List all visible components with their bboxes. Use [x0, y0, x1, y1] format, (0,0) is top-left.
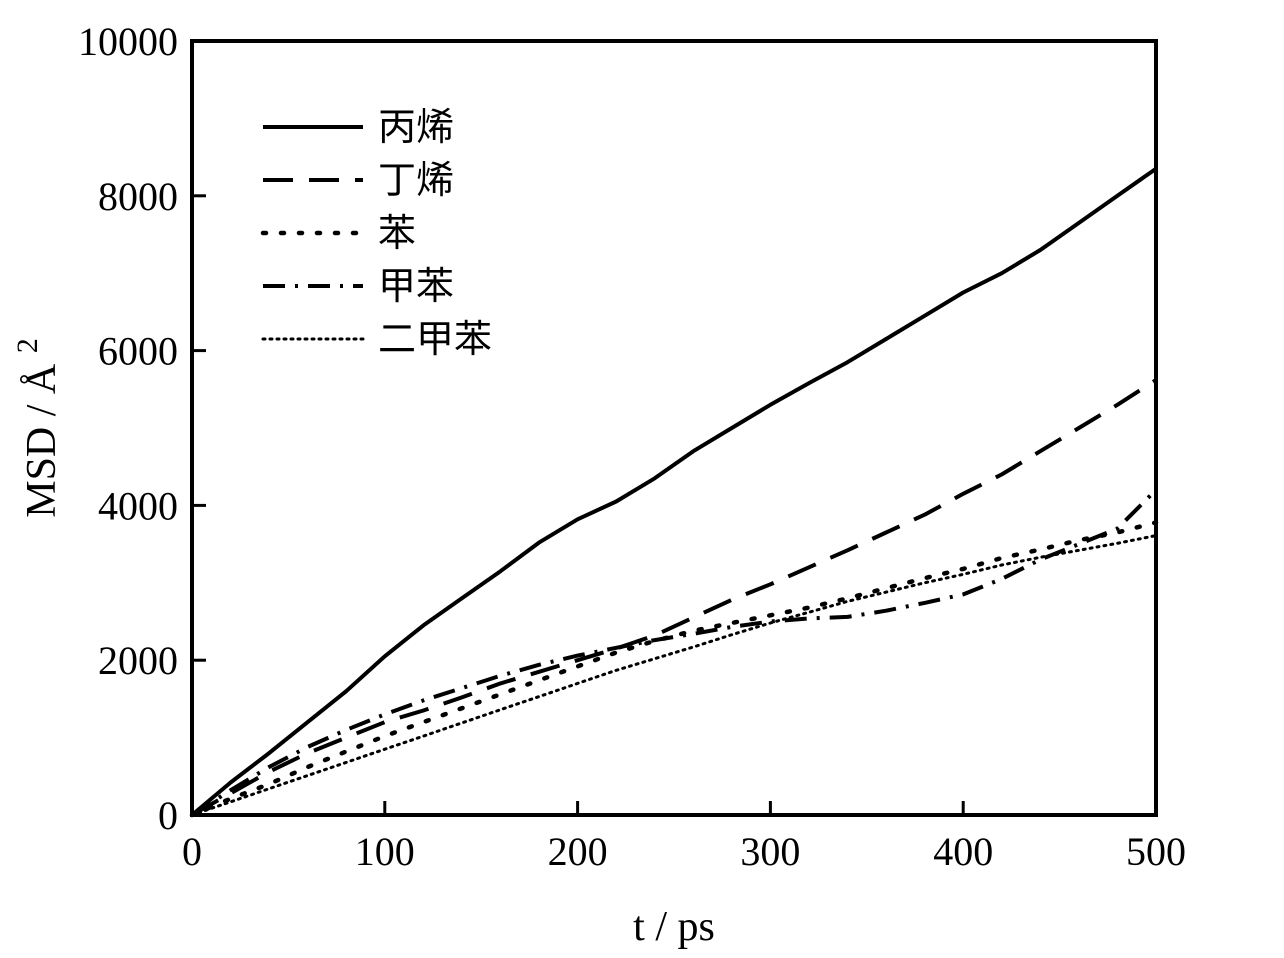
x-tick-label: 500 [1126, 829, 1186, 874]
series-line-4 [190, 488, 1158, 817]
legend-label-1: 丙烯 [378, 107, 454, 149]
y-tick-label: 2000 [98, 638, 178, 683]
series-lines [189, 167, 1159, 818]
x-tick-label: 300 [740, 829, 800, 874]
y-tick-label: 6000 [98, 329, 178, 374]
y-tick-label: 8000 [98, 174, 178, 219]
x-axis-title: t / ps [633, 904, 715, 950]
legend-label-2: 丁烯 [378, 160, 454, 202]
series-line-2 [191, 378, 1158, 817]
legend-label-5: 二甲苯 [378, 319, 492, 361]
x-tick-label: 200 [548, 829, 608, 874]
y-tick-label: 10000 [78, 19, 178, 64]
x-tick-label: 0 [182, 829, 202, 874]
y-tick-labels: 0 2000 4000 6000 8000 10000 [78, 19, 178, 838]
y-axis-title-text: MSD / Å [19, 363, 65, 518]
y-tick-label: 4000 [98, 483, 178, 528]
series-line-3 [189, 520, 1159, 818]
y-tick-label: 0 [158, 793, 178, 838]
x-tick-labels: 0 100 200 300 400 500 [182, 829, 1186, 874]
legend-label-3: 苯 [378, 213, 416, 255]
x-tick-label: 100 [355, 829, 415, 874]
series-line-5 [190, 534, 1158, 817]
y-axis-title-superscript: 2 [11, 338, 44, 353]
x-tick-label: 400 [933, 829, 993, 874]
y-axis-title: MSD / Å 2 [11, 338, 65, 518]
series-line-1 [190, 167, 1158, 817]
legend-label-4: 甲苯 [378, 266, 454, 308]
plot-frame [190, 39, 1158, 817]
